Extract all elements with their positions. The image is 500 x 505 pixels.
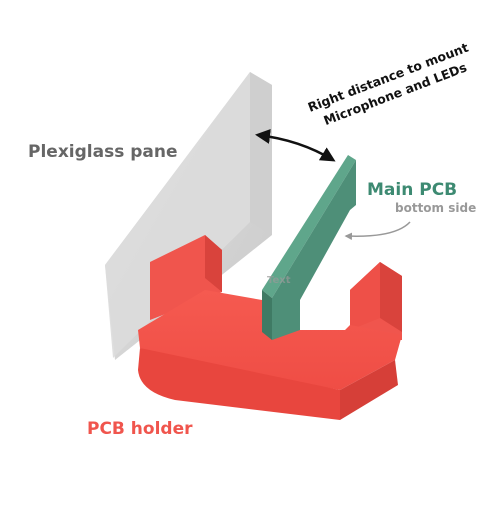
- bottom-side-pointer: [344, 221, 411, 240]
- main-pcb: [262, 155, 356, 340]
- holder-label: PCB holder: [87, 419, 193, 439]
- pcb-holder: [138, 235, 402, 420]
- pcb-sub-label: bottom side: [395, 201, 476, 215]
- distance-arrow: [255, 128, 336, 162]
- pane-label: Plexiglass pane: [28, 142, 178, 162]
- pcb-label: Main PCB: [367, 180, 457, 200]
- faint-text-label: Text: [267, 275, 291, 286]
